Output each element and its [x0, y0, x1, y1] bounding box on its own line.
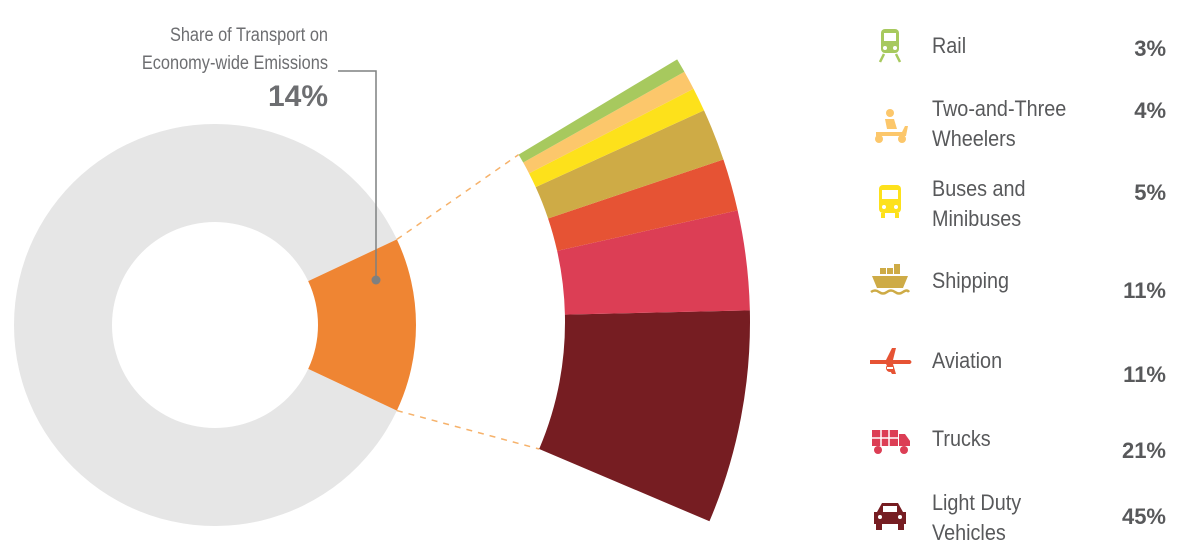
- legend-value: 45%: [1121, 504, 1166, 529]
- legend-label: Rail: [932, 33, 967, 58]
- legend-label: Trucks: [932, 426, 991, 451]
- legend-value: 11%: [1123, 362, 1166, 387]
- legend-value: 21%: [1121, 438, 1166, 463]
- airplane-icon: [870, 348, 912, 374]
- legend-label: Two-and-Three Wheelers: [932, 96, 1067, 151]
- breakdown-segment-trucks: [557, 210, 750, 315]
- breakdown-segment-two-and-three: [523, 71, 694, 174]
- connector-bottom: [396, 409, 540, 450]
- ship-icon: [870, 264, 911, 295]
- scooter-icon: [875, 109, 908, 143]
- breakdown-segment-rail: [518, 59, 685, 163]
- share-pointer-dot: [371, 275, 381, 285]
- share-label-line1: Share of Transport on: [169, 25, 328, 46]
- donut-slice-transport: [308, 239, 416, 411]
- share-label: Share of Transport on Economy-wide Emiss…: [98, 22, 328, 78]
- connector-lines: [396, 153, 540, 450]
- bus-icon: [879, 185, 901, 218]
- donut-slice-other: [13, 123, 397, 526]
- legend-label: Buses and Minibuses: [932, 176, 1026, 231]
- legend-value: 11%: [1123, 278, 1166, 303]
- breakdown-arc: [518, 59, 750, 522]
- legend-value: 3%: [1134, 36, 1166, 61]
- share-label-line2: Economy-wide Emissions: [141, 53, 328, 74]
- breakdown-segment-buses-and: [529, 88, 705, 188]
- legend-label: Aviation: [932, 348, 1003, 373]
- share-pointer-line: [338, 70, 377, 278]
- truck-icon: [872, 430, 910, 454]
- breakdown-segment-light-duty: [539, 310, 750, 522]
- legend-label: Shipping: [932, 268, 1010, 293]
- car-icon: [874, 503, 906, 530]
- train-icon: [878, 29, 902, 63]
- breakdown-segment-shipping: [535, 110, 724, 219]
- share-value: 14%: [267, 80, 328, 113]
- connector-top: [396, 153, 520, 241]
- breakdown-segment-aviation: [548, 159, 738, 251]
- legend-value: 5%: [1134, 180, 1166, 205]
- legend-value: 4%: [1134, 98, 1166, 123]
- legend-label: Light Duty Vehicles: [932, 490, 1022, 545]
- donut-chart: [13, 70, 416, 526]
